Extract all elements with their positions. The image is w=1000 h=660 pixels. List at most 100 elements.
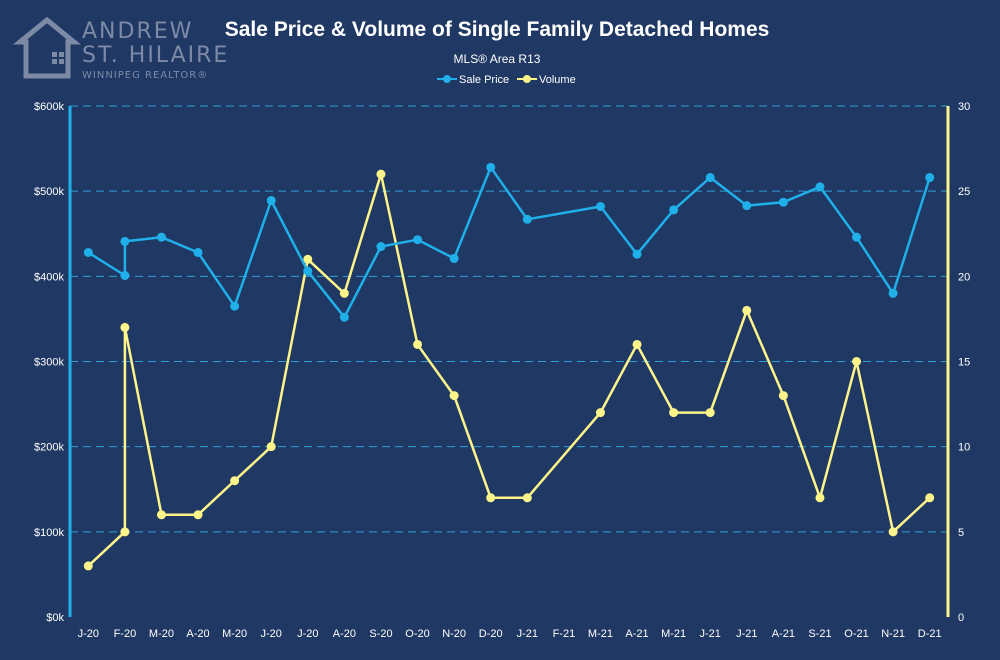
x-tick-label: O-21 (844, 628, 868, 640)
x-tick-label: S-21 (808, 628, 831, 640)
series-line-sale-price (87, 166, 931, 319)
data-point-sale-price (230, 301, 240, 311)
y-left-tick-label: $200k (34, 442, 64, 454)
x-tick-label: J-21 (700, 628, 721, 640)
x-tick-label: N-21 (881, 628, 905, 640)
data-point-volume (705, 408, 715, 418)
series-sale-price (83, 162, 935, 322)
data-point-volume (120, 527, 130, 537)
x-tick-label: M-21 (661, 628, 686, 640)
data-point-volume (669, 408, 679, 418)
data-point-sale-price (486, 162, 496, 172)
data-point-sale-price (376, 242, 386, 252)
y-left-tick-label: $400k (34, 271, 64, 283)
logo-name-line1: ANDREW (82, 19, 193, 44)
y-right-tick-label: 15 (958, 357, 970, 369)
x-tick-label: N-20 (442, 628, 466, 640)
data-point-sale-price (815, 182, 825, 192)
gridlines (70, 105, 948, 533)
y-left-tick-label: $0k (46, 612, 64, 624)
legend-marker-volume (523, 75, 531, 83)
legend-label-sale-price: Sale Price (459, 74, 509, 86)
data-point-volume (120, 322, 130, 332)
data-point-volume (778, 391, 788, 401)
x-tick-label: J-20 (261, 628, 282, 640)
y-right-tick-label: 20 (958, 271, 970, 283)
data-point-volume (413, 339, 423, 349)
data-point-volume (595, 408, 605, 418)
x-tick-label: S-20 (369, 628, 392, 640)
chart-subtitle: MLS® Area R13 (454, 52, 541, 66)
y-left-tick-label: $300k (34, 357, 64, 369)
data-point-sale-price (339, 312, 349, 322)
series (83, 162, 935, 571)
x-tick-label: A-20 (186, 628, 209, 640)
x-tick-label: M-20 (149, 628, 174, 640)
data-point-volume (925, 493, 935, 503)
data-point-sale-price (83, 247, 93, 257)
legend-item-volume: Volume (517, 74, 576, 86)
tick-labels: $0k $100k $200k $300k $400k $500k $600k 0 5 10 15 2… (34, 101, 970, 640)
y-left-tick-label: $100k (34, 527, 64, 539)
data-point-volume (852, 357, 862, 366)
y-right-tick-label: 10 (958, 442, 970, 454)
data-point-sale-price (193, 247, 203, 257)
data-point-sale-price (742, 201, 752, 211)
realtor-logo: ANDREW ST. HILAIRE WINNIPEG REALTOR® (12, 16, 229, 81)
series-line-volume (87, 172, 931, 567)
x-tick-label: A-21 (772, 628, 795, 640)
data-point-volume (888, 527, 898, 537)
data-point-sale-price (413, 235, 423, 245)
data-point-sale-price (303, 266, 313, 276)
x-tick-label: J-20 (78, 628, 99, 640)
data-point-volume (339, 288, 349, 298)
data-point-sale-price (925, 173, 935, 183)
series-volume (83, 169, 935, 571)
axes (68, 106, 950, 617)
data-point-volume (376, 169, 386, 179)
data-point-volume (522, 493, 532, 503)
data-point-sale-price (266, 196, 276, 206)
x-tick-label: F-21 (553, 628, 576, 640)
chart-title: Sale Price & Volume of Single Family Det… (225, 18, 770, 41)
legend-marker-sale-price (443, 75, 451, 83)
data-point-sale-price (778, 197, 788, 207)
data-point-volume (815, 493, 825, 503)
data-point-volume (266, 442, 276, 452)
data-point-sale-price (156, 232, 166, 242)
data-point-sale-price (522, 214, 532, 224)
legend: Sale Price Volume (437, 74, 576, 86)
house-icon (12, 16, 82, 79)
legend-label-volume: Volume (539, 74, 576, 86)
logo-name-line2: ST. HILAIRE (82, 43, 229, 68)
data-point-sale-price (120, 270, 130, 280)
legend-item-sale-price: Sale Price (437, 74, 509, 86)
data-point-volume (303, 254, 313, 264)
data-point-volume (742, 305, 752, 315)
data-point-volume (83, 561, 93, 571)
data-point-volume (449, 391, 459, 401)
x-tick-label: A-20 (333, 628, 356, 640)
data-point-sale-price (120, 236, 130, 246)
data-point-volume (230, 476, 240, 486)
x-tick-label: J-21 (736, 628, 757, 640)
y-right-tick-label: 0 (958, 612, 964, 624)
data-point-sale-price (449, 253, 459, 263)
x-tick-label: J-21 (517, 628, 538, 640)
x-tick-label: O-20 (405, 628, 429, 640)
x-tick-label: F-20 (114, 628, 137, 640)
data-point-volume (632, 339, 642, 349)
data-point-sale-price (595, 201, 605, 211)
x-tick-label: J-20 (297, 628, 318, 640)
data-point-sale-price (669, 205, 679, 215)
y-left-tick-label: $600k (34, 101, 64, 113)
x-tick-label: A-21 (625, 628, 648, 640)
y-right-tick-label: 25 (958, 186, 970, 198)
data-point-sale-price (888, 288, 898, 298)
data-point-volume (486, 493, 496, 503)
x-tick-label: D-21 (918, 628, 942, 640)
data-point-sale-price (852, 232, 862, 242)
data-point-sale-price (705, 173, 715, 183)
y-right-tick-label: 30 (958, 101, 970, 113)
